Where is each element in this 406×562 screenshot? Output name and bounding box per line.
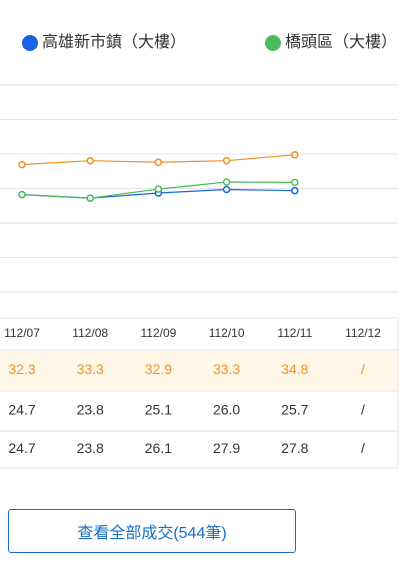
table-cell: 23.8 [77,440,104,456]
table-cell: 32.3 [8,361,35,377]
table-cell: 26.0 [213,402,240,418]
table-cell: 25.7 [281,402,308,418]
column-header: 112/12 [345,326,381,340]
chart: 高雄新市鎮（大樓） 橋頭區（大樓） 112/07 112/08 112/09 112/10… [0,33,399,469]
view-all-button[interactable]: 查看全部成交(544筆) [8,509,296,553]
data-point [222,185,231,194]
table-cell: 25.1 [145,402,172,418]
data-point [291,178,299,187]
data-point [86,194,94,202]
data-point [291,151,299,159]
table-cell: / [361,402,365,418]
data-point [18,190,26,199]
data-point [222,178,231,186]
column-header: 112/11 [277,326,312,340]
table-cell: 33.3 [213,361,240,377]
table-cell: 27.9 [213,440,240,456]
column-header: 112/07 [4,326,40,340]
column-header: 112/10 [209,326,245,340]
column-header: 112/08 [72,326,108,340]
table-cell: 26.1 [145,440,172,456]
data-point [154,158,163,167]
highlight-row [0,350,398,391]
table-cell: / [361,440,365,456]
legend-label: 高雄新市鎮（大樓） [42,33,186,51]
table-cell: 33.3 [77,361,104,377]
data-point [291,186,299,195]
table-cell: 34.8 [281,361,308,377]
legend-label: 橋頭區（大樓） [285,33,397,51]
data-point [86,156,94,165]
table-cell: 24.7 [8,402,35,418]
table-cell: / [361,361,365,377]
column-header: 112/09 [140,326,176,340]
legend-marker [265,35,281,51]
table-cell: 24.7 [8,440,35,456]
table-cell: 32.9 [145,361,172,377]
data-point [18,160,26,169]
table-cell: 23.8 [77,402,104,418]
data-point [154,185,163,193]
legend-marker [22,35,38,51]
data-point [222,156,231,165]
table-cell: 27.8 [281,440,308,456]
